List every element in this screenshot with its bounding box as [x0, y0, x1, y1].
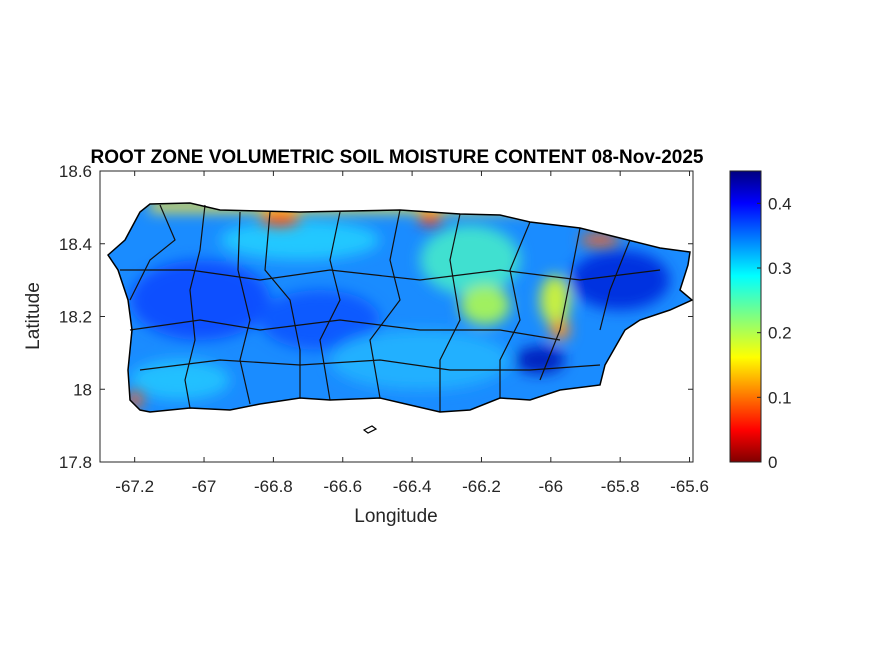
x-tick-label: -65.8 [601, 477, 640, 496]
y-tick-label: 18.6 [59, 162, 92, 181]
colorbar-tick-label: 0.4 [768, 194, 792, 213]
colorbar-ticks: 0 0.1 0.2 0.3 0.4 [757, 194, 792, 472]
colorbar-tick-label: 0 [768, 453, 777, 472]
y-tick-label: 18.2 [59, 308, 92, 327]
colorbar: 0 0.1 0.2 0.3 0.4 [729, 170, 792, 472]
x-tick-label: -67 [192, 477, 217, 496]
x-tick-label: -65.6 [670, 477, 709, 496]
x-tick-label: -66 [539, 477, 564, 496]
x-tick-label: -66.2 [462, 477, 501, 496]
colorbar-tick-label: 0.3 [768, 259, 792, 278]
colorbar-gradient [729, 170, 762, 463]
y-axis: 17.8 18 18.2 18.4 18.6 [59, 162, 693, 472]
map-area: -67.2 -67 -66.8 -66.6 -66.4 -66.2 -66 -65.8 -65.… [59, 162, 709, 496]
y-tick-label: 18 [73, 380, 92, 399]
chart-title: ROOT ZONE VOLUMETRIC SOIL MOISTURE CONTE… [91, 147, 704, 168]
x-tick-label: -66.4 [393, 477, 432, 496]
x-tick-label: -66.6 [323, 477, 362, 496]
colorbar-tick-label: 0.2 [768, 324, 792, 343]
y-axis-label: Latitude [23, 282, 44, 350]
vieques-islet [362, 425, 378, 434]
x-axis: -67.2 -67 -66.8 -66.6 -66.4 -66.2 -66 -65.8 -65.… [115, 171, 709, 496]
colorbar-tick-label: 0.1 [768, 388, 792, 407]
x-axis-label: Longitude [354, 506, 437, 527]
y-tick-label: 18.4 [59, 235, 92, 254]
municipality-borders [120, 204, 661, 412]
x-tick-label: -66.8 [254, 477, 293, 496]
x-tick-label: -67.2 [115, 477, 154, 496]
y-tick-label: 17.8 [59, 453, 92, 472]
